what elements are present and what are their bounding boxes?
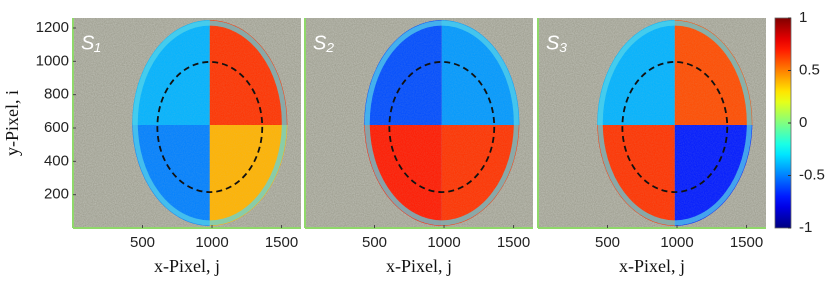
panel-label: S₁ — [81, 32, 101, 54]
x-axis-label: x-Pixel, j — [619, 256, 685, 276]
body-rim — [364, 20, 519, 226]
y-tick-label: 600 — [44, 119, 69, 136]
dashed-ellipse — [621, 61, 729, 193]
colorbar-tick-label: 0 — [799, 114, 807, 131]
colorbar-tick-label: -0.5 — [799, 166, 825, 183]
x-tick-label: 1000 — [427, 234, 460, 251]
x-axis-label: x-Pixel, j — [386, 256, 452, 276]
panel: S₂ 500 1000 1500 x-Pixel, j — [304, 18, 533, 276]
y-axis-label: y-Pixel, i — [2, 90, 22, 156]
y-tick-label: 1200 — [36, 19, 69, 36]
x-tick-label: 1000 — [660, 234, 693, 251]
panel: S₁ 500 1000 1500 200 400 600 800 1000 1200 x-Pixel… — [2, 18, 301, 276]
y-tick-label: 800 — [44, 86, 69, 103]
x-axis-label: x-Pixel, j — [154, 256, 220, 276]
x-tick-label: 1500 — [265, 234, 298, 251]
y-tick-label: 200 — [44, 186, 69, 203]
colorbar-tick-label: 1 — [799, 9, 807, 26]
x-tick-label: 1500 — [730, 234, 763, 251]
panel-label: S₂ — [313, 32, 334, 54]
y-tick-label: 1000 — [36, 52, 69, 69]
colorbar-tick-label: 0.5 — [799, 61, 820, 78]
colorbar-tick-label: -1 — [799, 219, 812, 236]
x-tick-label: 1000 — [195, 234, 228, 251]
x-tick-label: 500 — [130, 234, 155, 251]
panel-label: S₃ — [546, 32, 567, 54]
x-tick-label: 500 — [362, 234, 387, 251]
panel: S₃ 500 1000 1500 x-Pixel, j — [537, 18, 766, 276]
body-rim — [597, 20, 752, 226]
dashed-ellipse — [156, 61, 264, 193]
y-tick-label: 400 — [44, 152, 69, 169]
x-tick-label: 1500 — [497, 234, 530, 251]
body-rim — [132, 20, 287, 226]
x-tick-label: 500 — [595, 234, 620, 251]
dashed-ellipse — [388, 61, 496, 193]
